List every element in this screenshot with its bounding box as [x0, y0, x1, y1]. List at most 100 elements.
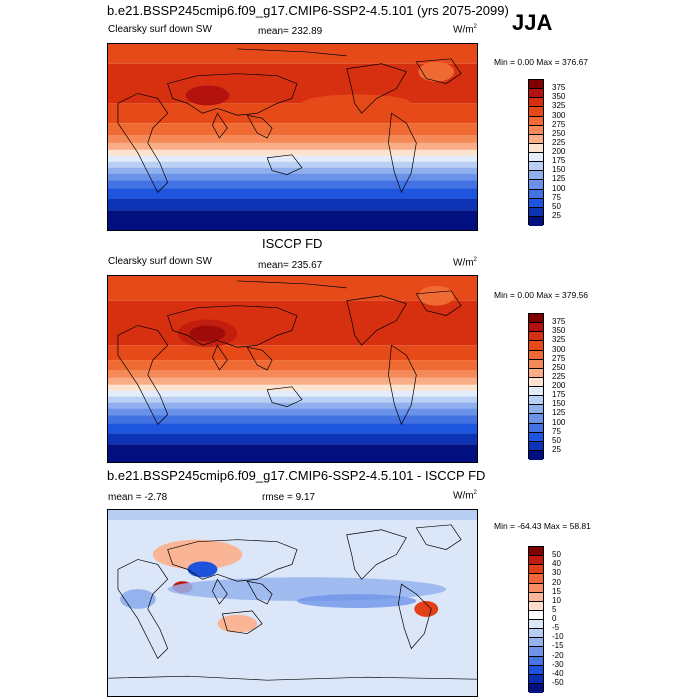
panel3-colorbar [528, 546, 544, 693]
colorbar-swatch [529, 162, 543, 172]
colorbar-label: -5 [552, 623, 560, 633]
colorbar-swatch [529, 332, 543, 342]
colorbar-label: 300 [552, 344, 566, 354]
panel2-map-svg [108, 276, 477, 462]
colorbar-label: 375 [552, 317, 566, 327]
panel1-mean-label: mean= 232.89 [258, 26, 323, 37]
colorbar-swatch [529, 432, 543, 442]
colorbar-label: 200 [552, 381, 566, 390]
colorbar-label: 300 [552, 110, 566, 120]
colorbar-swatch [529, 565, 543, 575]
panel2-colorbar [528, 313, 544, 460]
colorbar-swatch [529, 368, 543, 378]
colorbar-swatch [529, 89, 543, 99]
colorbar-label: 250 [552, 128, 566, 138]
colorbar-swatch [529, 207, 543, 217]
panel3-title: b.e21.BSSP245cmip6.f09_g17.CMIP6-SSP2-4.… [107, 468, 486, 483]
panel1-map [107, 43, 478, 231]
colorbar-swatch [529, 125, 543, 135]
panel2-variable-label: Clearsky surf down SW [108, 256, 212, 267]
panel3-map [107, 509, 478, 697]
colorbar-swatch [529, 620, 543, 630]
colorbar-swatch [529, 107, 543, 117]
colorbar-swatch [529, 80, 543, 90]
colorbar-label: 175 [552, 156, 566, 166]
colorbar-swatch [529, 683, 543, 693]
colorbar-label: 225 [552, 371, 566, 381]
colorbar-swatch [529, 134, 543, 144]
colorbar-swatch [529, 153, 543, 163]
panel2-title: ISCCP FD [262, 236, 323, 251]
colorbar-label: 50 [552, 435, 561, 445]
colorbar-label: -40 [552, 668, 564, 678]
colorbar-swatch [529, 450, 543, 460]
colorbar-label: 100 [552, 183, 566, 193]
panel3-rmse-label: rmse = 9.17 [262, 492, 316, 503]
colorbar-label: 375 [552, 83, 566, 93]
colorbar-label: 75 [552, 426, 561, 436]
colorbar-swatch [529, 198, 543, 208]
colorbar-swatch [529, 656, 543, 666]
colorbar-swatch [529, 189, 543, 199]
colorbar-label: 325 [552, 335, 566, 345]
colorbar-label: 250 [552, 362, 566, 372]
colorbar-label: 75 [552, 192, 561, 202]
colorbar-label: 30 [552, 568, 561, 578]
panel1-minmax: Min = 0.00 Max = 376.67 [494, 57, 589, 67]
colorbar-label: 150 [552, 165, 566, 175]
colorbar-swatch [529, 583, 543, 593]
colorbar-swatch [529, 674, 543, 684]
panel3-minmax: Min = -64.43 Max = 58.81 [494, 521, 591, 531]
colorbar-label: -50 [552, 677, 564, 687]
panel2-mean-label: mean= 235.67 [258, 260, 323, 271]
panel3-units: W/m2 [453, 490, 477, 502]
colorbar-label: 50 [552, 550, 561, 560]
colorbar-label: 275 [552, 119, 566, 129]
colorbar-swatch [529, 396, 543, 406]
colorbar-swatch [529, 387, 543, 397]
colorbar-label: 350 [552, 92, 566, 102]
figure-title: b.e21.BSSP245cmip6.f09_g17.CMIP6-SSP2-4.… [107, 3, 509, 18]
colorbar-swatch [529, 547, 543, 557]
colorbar-swatch [529, 423, 543, 433]
colorbar-swatch [529, 414, 543, 424]
colorbar-swatch [529, 592, 543, 602]
panel1-colorbar [528, 79, 544, 226]
colorbar-label: 175 [552, 390, 566, 400]
colorbar-swatch [529, 350, 543, 360]
panel1-units: W/m2 [453, 24, 477, 36]
colorbar-swatch [529, 629, 543, 639]
colorbar-swatch [529, 216, 543, 226]
colorbar-label: 20 [552, 577, 561, 587]
colorbar-label: -10 [552, 632, 564, 642]
colorbar-swatch [529, 98, 543, 108]
colorbar-label: 15 [552, 586, 561, 596]
colorbar-label: 5 [552, 604, 557, 614]
colorbar-label: -30 [552, 659, 564, 669]
panel2-units: W/m2 [453, 257, 477, 269]
colorbar-swatch [529, 556, 543, 566]
colorbar-label: 200 [552, 147, 566, 156]
colorbar-swatch [529, 647, 543, 657]
colorbar-label: 0 [552, 614, 557, 623]
colorbar-label: 10 [552, 595, 561, 605]
colorbar-label: -20 [552, 650, 564, 660]
season-label: JJA [512, 10, 553, 35]
colorbar-swatch [529, 359, 543, 369]
colorbar-label: 125 [552, 408, 566, 418]
colorbar-label: 25 [552, 210, 561, 220]
colorbar-label: 40 [552, 559, 561, 569]
colorbar-swatch [529, 405, 543, 415]
panel1-map-svg [108, 44, 477, 230]
colorbar-label: 275 [552, 353, 566, 363]
colorbar-swatch [529, 574, 543, 584]
colorbar-swatch [529, 116, 543, 126]
colorbar-swatch [529, 601, 543, 611]
colorbar-swatch [529, 314, 543, 324]
colorbar-swatch [529, 377, 543, 387]
colorbar-label: 100 [552, 417, 566, 427]
panel2-map [107, 275, 478, 463]
colorbar-swatch [529, 441, 543, 451]
colorbar-label: -15 [552, 641, 564, 651]
panel2-minmax: Min = 0.00 Max = 379.56 [494, 290, 589, 300]
